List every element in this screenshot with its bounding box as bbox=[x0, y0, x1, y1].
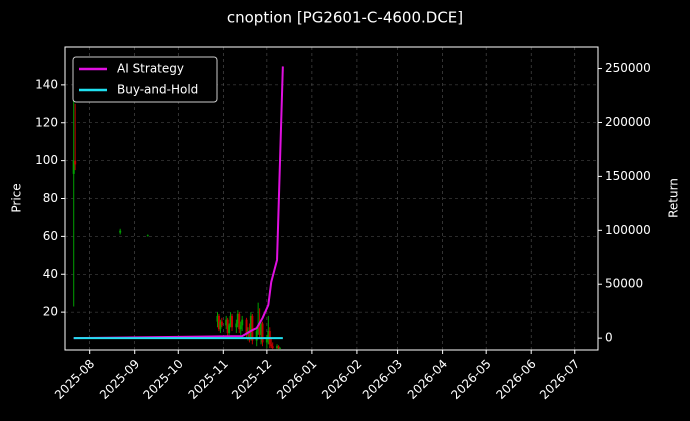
candle-body bbox=[74, 160, 77, 165]
x-tick-label: 2025-11 bbox=[186, 357, 231, 402]
x-tick-label: 2026-02 bbox=[319, 357, 364, 402]
candle-body bbox=[231, 315, 234, 328]
candle-body bbox=[251, 315, 254, 341]
candle-body bbox=[228, 325, 231, 333]
legend-label: Buy-and-Hold bbox=[117, 83, 198, 97]
candle-body bbox=[248, 331, 251, 339]
x-tick-label: 2025-09 bbox=[97, 357, 142, 402]
x-tick-label: 2025-12 bbox=[229, 357, 274, 402]
candle-body bbox=[238, 314, 241, 330]
candle-body bbox=[278, 348, 281, 349]
legend-box bbox=[72, 56, 218, 103]
y2-tick-label: 150000 bbox=[605, 169, 651, 183]
candle-body bbox=[119, 230, 122, 233]
y-tick-label: 120 bbox=[35, 115, 58, 129]
x-tick-label: 2026-06 bbox=[493, 357, 538, 402]
candle-body bbox=[257, 327, 260, 332]
x-tick-label: 2026-03 bbox=[360, 357, 405, 402]
y2-tick-label: 100000 bbox=[605, 223, 651, 237]
candle-body bbox=[220, 321, 223, 326]
candle-body bbox=[271, 346, 274, 349]
candle-body bbox=[276, 346, 279, 349]
y-tick-label: 140 bbox=[35, 77, 58, 91]
candle-body bbox=[260, 323, 263, 335]
x-tick-label: 2025-10 bbox=[141, 357, 186, 402]
candle-body bbox=[236, 314, 239, 324]
x-tick-label: 2026-01 bbox=[274, 357, 319, 402]
candle-body bbox=[239, 325, 242, 330]
x-tick-label: 2026-07 bbox=[537, 357, 582, 402]
y2-tick-label: 250000 bbox=[605, 61, 651, 75]
candle-body bbox=[255, 331, 258, 341]
candle-body bbox=[258, 327, 261, 335]
x-tick-label: 2026-04 bbox=[405, 357, 450, 402]
candle-body bbox=[146, 235, 149, 237]
candle-body bbox=[217, 315, 220, 330]
candle-body bbox=[267, 331, 270, 339]
candle-body bbox=[249, 315, 252, 339]
legend-label: AI Strategy bbox=[117, 62, 184, 76]
candle-body bbox=[261, 323, 264, 343]
candle-body bbox=[277, 346, 280, 349]
candle-body bbox=[219, 321, 222, 330]
y-axis-label: Price bbox=[10, 183, 24, 212]
candle-body bbox=[241, 319, 244, 326]
candle-body bbox=[226, 319, 229, 333]
candle-body bbox=[216, 315, 219, 322]
line-series bbox=[73, 66, 284, 340]
y2-tick-label: 200000 bbox=[605, 115, 651, 129]
candle-body bbox=[235, 323, 238, 328]
candle-body bbox=[229, 315, 232, 326]
x-tick-label: 2026-05 bbox=[448, 357, 493, 402]
chart-title: cnoption [PG2601-C-4600.DCE] bbox=[227, 9, 463, 27]
y2-tick-label: 50000 bbox=[605, 277, 643, 291]
y-tick-label: 80 bbox=[43, 191, 58, 205]
y-tick-label: 60 bbox=[43, 229, 58, 243]
x-tick-label: 2025-08 bbox=[52, 357, 97, 402]
plot-frame bbox=[64, 46, 599, 351]
candle-body bbox=[245, 319, 248, 335]
candle-body bbox=[225, 319, 228, 326]
candle-body bbox=[72, 160, 75, 174]
candle-body bbox=[265, 338, 268, 343]
y-tick-label: 40 bbox=[43, 267, 58, 281]
candle-body bbox=[270, 344, 273, 347]
y-tick-label: 100 bbox=[35, 153, 58, 167]
y2-axis-label: Return bbox=[667, 178, 681, 218]
y2-tick-label: 0 bbox=[605, 331, 613, 345]
y-tick-label: 20 bbox=[43, 305, 58, 319]
